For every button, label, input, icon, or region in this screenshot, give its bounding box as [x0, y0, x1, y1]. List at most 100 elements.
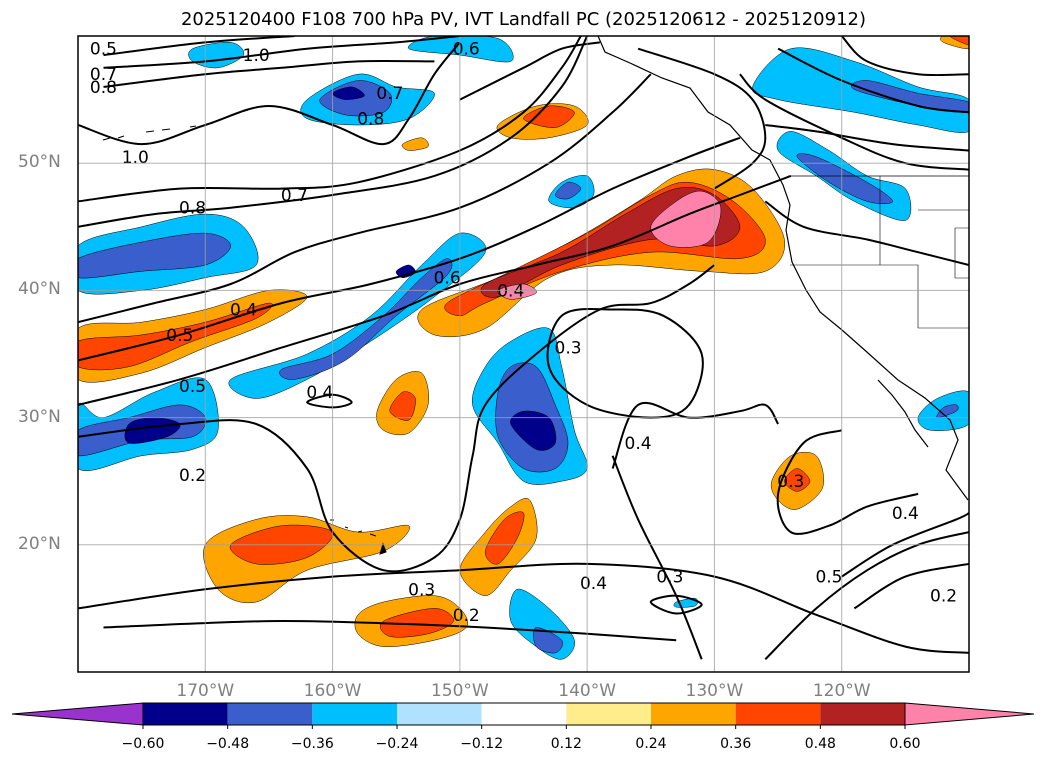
pv-contour-18	[841, 512, 969, 578]
contour-label-4: 0.8	[90, 78, 117, 98]
contour-label-10: 0.6	[434, 269, 461, 289]
pv-contour-0	[78, 562, 969, 654]
north-america-coastline	[597, 36, 969, 501]
shaded-region-37	[796, 153, 893, 204]
contour-label-8: 0.8	[179, 199, 206, 219]
shaded-region-43	[533, 627, 563, 654]
colorbar-segment-2	[312, 703, 397, 725]
contour-label-20: 0.4	[892, 504, 919, 524]
pv-contour-16	[764, 531, 969, 661]
contour-label-14: 0.5	[179, 377, 206, 397]
lat-label-2: 40°N	[18, 279, 61, 300]
pv-contour-4	[78, 136, 741, 362]
colorbar	[11, 702, 1035, 729]
colorbar-tick-label-5: 0.12	[550, 736, 582, 752]
colorbar-segment-8	[820, 703, 905, 725]
pv-contour-7	[78, 36, 582, 203]
contour-label-0: 0.5	[90, 40, 117, 60]
contour-label-26: 0.2	[930, 587, 957, 607]
contour-label-22: 0.3	[656, 568, 683, 588]
contour-label-17: 0.2	[179, 466, 206, 486]
pv-contour-layer	[78, 36, 969, 661]
shading-layer	[78, 36, 969, 660]
shaded-region-45	[936, 404, 959, 418]
shaded-region-32	[510, 410, 557, 451]
lat-label-0: 20°N	[18, 533, 61, 554]
colorbar-segment-0	[143, 703, 228, 725]
contour-label-16: 0.3	[555, 339, 582, 359]
shaded-region-35	[332, 86, 365, 100]
lat-label-1: 30°N	[18, 406, 61, 427]
pv-contour-20	[840, 36, 969, 77]
pv-contour-5	[78, 73, 652, 324]
map-title: 2025120400 F108 700 hPa PV, IVT Landfall…	[180, 9, 867, 30]
shaded-region-47	[188, 41, 245, 69]
contour-label-7: 1.0	[122, 148, 149, 168]
pv-contour-22	[765, 124, 969, 152]
shaded-region-10	[485, 511, 525, 565]
colorbar-segment-6	[651, 703, 736, 725]
colorbar-tick-label-4: −0.12	[460, 736, 504, 752]
shaded-region-16	[784, 468, 811, 492]
lon-label-5: 120°W	[812, 681, 871, 701]
colorbar-segment-3	[397, 703, 482, 725]
lon-label-3: 140°W	[558, 681, 617, 701]
colorbar-extend-high	[904, 702, 1035, 726]
contour-label-1: 1.0	[243, 46, 270, 66]
pv-contour-3	[78, 174, 792, 406]
colorbar-tick-label-9: 0.60	[889, 736, 921, 752]
contour-label-13: 0.5	[166, 326, 193, 346]
pv-contour-24	[764, 200, 969, 266]
contour-label-23: 0.3	[408, 580, 435, 600]
shaded-region-18	[523, 105, 575, 128]
pv-contour-26	[306, 393, 353, 409]
shaded-region-26	[78, 232, 231, 279]
colorbar-tick-label-0: −0.60	[121, 736, 165, 752]
colorbar-segment-7	[735, 703, 821, 725]
colorbar-frame	[142, 702, 906, 726]
pv-contour-8	[78, 41, 461, 146]
state-borders	[790, 176, 969, 329]
pv-contour-11	[103, 59, 435, 88]
pv-contour-25	[637, 47, 767, 190]
gridlines	[78, 36, 969, 672]
contour-label-15: 0.4	[306, 383, 333, 403]
colorbar-extend-low	[11, 702, 144, 726]
contour-label-19: 0.3	[777, 472, 804, 492]
pv-contour-14	[611, 455, 703, 660]
shaded-region-3	[650, 190, 722, 248]
contour-label-24: 0.2	[453, 606, 480, 626]
lon-label-2: 150°W	[430, 681, 489, 701]
pv-contour-2	[78, 264, 716, 573]
lon-label-0: 170°W	[176, 681, 235, 701]
contour-label-18: 0.4	[625, 434, 652, 454]
lon-label-1: 160°W	[303, 681, 362, 701]
contour-label-21: 0.4	[580, 574, 607, 594]
colorbar-tick-label-7: 0.36	[720, 736, 752, 752]
colorbar-segment-5	[566, 703, 651, 725]
contour-label-5: 0.7	[376, 84, 403, 104]
hawaii-islands	[330, 519, 387, 555]
colorbar-tick-label-8: 0.48	[804, 736, 836, 752]
shaded-region-29	[124, 417, 181, 444]
shaded-region-19	[401, 137, 429, 151]
colorbar-tick-label-6: 0.24	[635, 736, 667, 752]
pv-contour-6	[78, 36, 588, 228]
pv-contour-19	[459, 41, 601, 101]
shaded-region-21	[949, 36, 969, 46]
aleutian-islands	[102, 109, 249, 141]
pv-contour-12	[546, 307, 704, 419]
shaded-region-12	[380, 608, 454, 638]
colorbar-tick-label-2: −0.36	[290, 736, 334, 752]
contour-label-9: 0.7	[281, 186, 308, 206]
contour-label-3: 0.7	[90, 65, 117, 85]
pv-contour-17	[853, 562, 969, 610]
shaded-region-4	[497, 283, 537, 300]
contour-label-6: 0.8	[357, 110, 384, 130]
contour-label-12: 0.4	[230, 300, 257, 320]
shaded-region-22	[228, 232, 487, 399]
contour-label-11: 0.4	[497, 281, 524, 301]
pv-contour-10	[103, 36, 461, 69]
plot-frame	[77, 35, 970, 673]
